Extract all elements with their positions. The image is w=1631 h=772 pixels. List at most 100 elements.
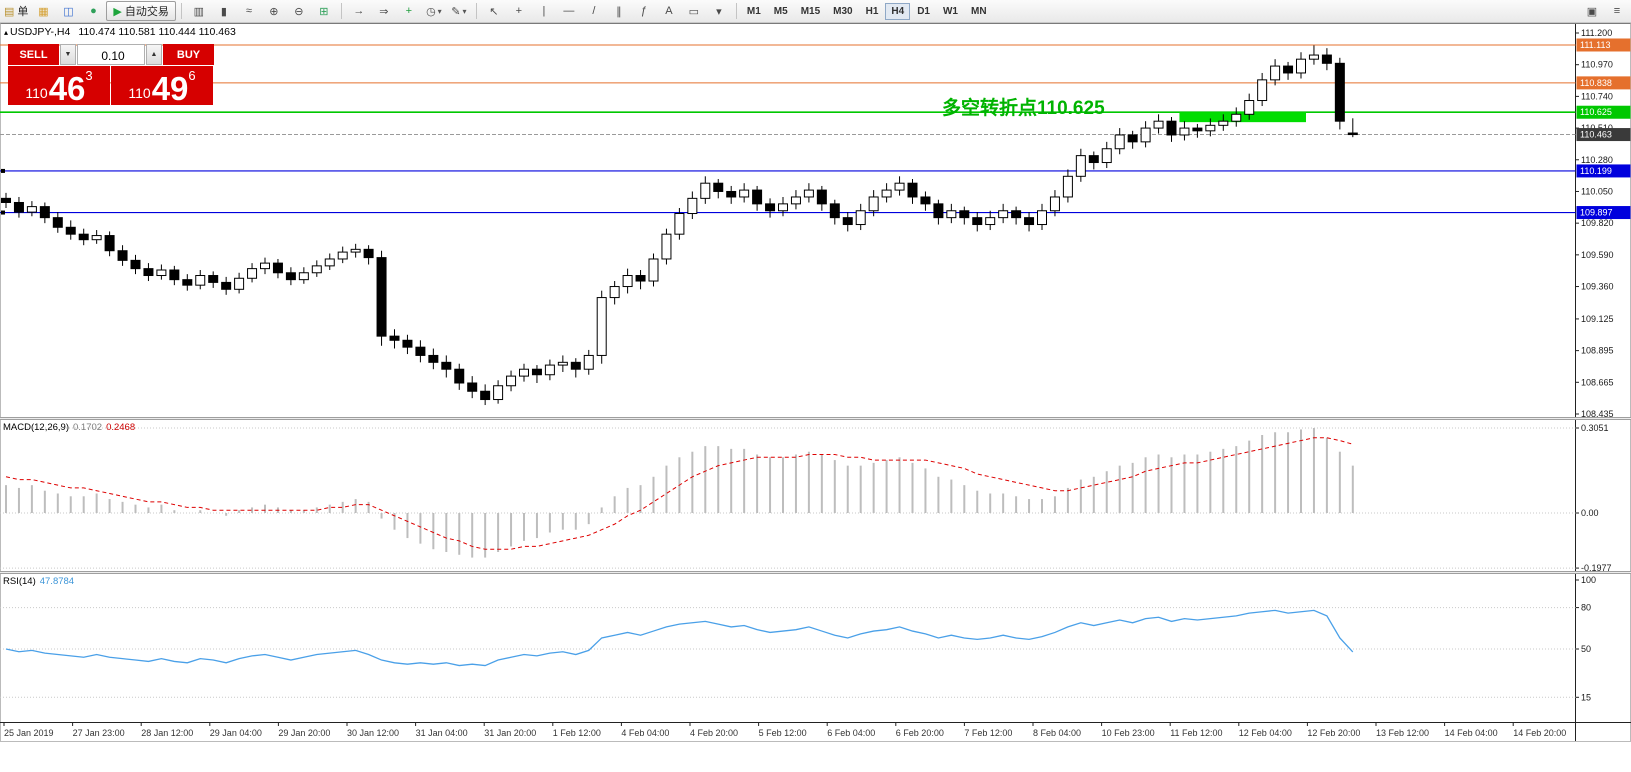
fibonacci-button[interactable]: ƒ [632,2,656,20]
toolbar-right-buttons: ▣ ≡ [1580,2,1629,20]
volume-increase-button[interactable]: ▲ [146,44,162,65]
rsi-line [5,609,1354,667]
text-button[interactable]: A [657,2,681,20]
rsi-indicator [5,609,1354,667]
volume-decrease-button[interactable]: ▼ [60,44,76,65]
svg-text:8 Feb 04:00: 8 Feb 04:00 [1033,728,1081,738]
shapes-icon: ▾ [716,5,722,18]
svg-text:5 Feb 12:00: 5 Feb 12:00 [759,728,807,738]
rsi-pane-label: RSI(14) 47.8784 [3,576,74,587]
new-chart-button[interactable]: ▦ [31,2,55,20]
svg-text:111.200: 111.200 [1581,28,1612,38]
chart-symbol-label: USDJPY-,H4 [10,26,71,38]
svg-text:110.970: 110.970 [1581,60,1613,70]
timeframe-m5-button[interactable]: M5 [773,5,788,17]
timeframe-mn-button[interactable]: MN [970,5,987,17]
auto-scroll-icon: → [353,5,365,17]
svg-text:1 Feb 12:00: 1 Feb 12:00 [553,728,601,738]
svg-text:111.113: 111.113 [1580,40,1611,50]
timeframe-m15-button[interactable]: M15 [800,5,821,17]
level-badge-110.625 [1576,105,1631,119]
bar-chart-button[interactable]: ▥ [187,2,211,20]
svg-text:109.590: 109.590 [1581,250,1614,260]
svg-text:110.463: 110.463 [1580,130,1612,140]
new-order-button[interactable]: ▤ 单 [2,2,30,20]
line-handle[interactable] [1,168,5,173]
profiles-button[interactable]: ◫ [56,2,80,20]
fibonacci-icon: ƒ [640,5,647,17]
price-axis-badges: 111.113 110.838 110.625 110.199 109.897 110.4… [1576,38,1631,220]
toolbar-separator [475,3,477,19]
cursor-icon: ↖ [489,5,499,18]
vertical-line-button[interactable]: | [532,2,556,20]
current-price-badge [1576,128,1631,142]
periods-button[interactable]: ◷ ▾ [422,2,446,20]
timeframe-m1-button[interactable]: M1 [746,5,761,17]
toolbar-separator [735,3,737,19]
chart-title: ▴ USDJPY-,H4 110.474 110.581 110.444 110.4… [4,26,236,38]
horizontal-line-button[interactable]: — [557,2,581,20]
timeframe-m30-button[interactable]: M30 [833,5,853,17]
cursor-button[interactable]: ↖ [482,2,506,20]
label-button[interactable]: ▭ [682,2,706,20]
profiles-icon: ◫ [63,5,74,18]
level-badge-111.113 [1576,38,1631,52]
horizontal-level-lines[interactable] [0,44,1576,215]
svg-text:12 Feb 04:00: 12 Feb 04:00 [1239,728,1292,738]
chart-shift-button[interactable]: ⇒ [372,2,396,20]
timeframe-h1-button[interactable]: H1 [865,5,879,17]
macd-pane-label: MACD(12,26,9) 0.1702 0.2468 [3,422,135,433]
svg-text:80: 80 [1581,603,1591,613]
svg-text:50: 50 [1581,644,1591,654]
dock-icon: ▣ [1586,5,1598,18]
auto-scroll-button[interactable]: → [347,2,371,20]
timeframe-d1-button[interactable]: D1 [917,5,930,17]
svg-text:14 Feb 04:00: 14 Feb 04:00 [1445,728,1498,738]
trendline-button[interactable]: / [582,2,606,20]
svg-text:108.895: 108.895 [1581,346,1614,356]
candlestick-chart-icon: ▮ [220,5,227,18]
vertical-line-icon: | [542,5,546,17]
periods-dropdown-icon: ▾ [437,6,442,16]
toolbar-separator [180,3,182,19]
svg-text:0.3051: 0.3051 [1581,423,1609,433]
buy-button[interactable]: BUY [163,44,214,65]
timeframe-h4-button[interactable]: H4 [885,2,911,20]
volume-input[interactable] [78,45,148,66]
channel-button[interactable]: ∥ [607,2,631,20]
line-handle[interactable] [1,210,5,215]
shapes-button[interactable]: ▾ [707,2,731,20]
sell-price-button[interactable]: 110 46 3 [8,66,110,105]
crosshair-button[interactable]: + [507,2,531,20]
zoom-in-button[interactable]: ⊕ [262,2,286,20]
templates-button[interactable]: ✎ ▾ [447,2,471,20]
channel-icon: ∥ [616,5,622,18]
community-button[interactable]: ● [81,2,105,20]
level-badge-110.838 [1576,76,1631,90]
timeframe-w1-button[interactable]: W1 [942,5,958,17]
level-badge-109.897 [1576,206,1631,220]
buy-price-button[interactable]: 110 49 6 [111,66,213,105]
svg-text:0.00: 0.00 [1581,508,1599,518]
highlight-layer[interactable] [1179,112,1306,123]
autotrade-button[interactable]: ▶ 自动交易 [106,1,176,21]
turning-point-annotation[interactable]: 多空转折点110.625 [942,98,1105,119]
bar-chart-icon: ▥ [193,5,205,18]
dock-button[interactable]: ▣ [1580,2,1604,20]
svg-text:12 Feb 20:00: 12 Feb 20:00 [1307,728,1360,738]
sell-button[interactable]: SELL [8,44,59,65]
chart-marker-icon: ▴ [4,28,9,37]
candlestick-chart-button[interactable]: ▮ [212,2,236,20]
candlestick-series [1,45,1358,406]
highlight-rectangle[interactable] [1179,112,1306,123]
indicators-button[interactable]: + [397,2,421,20]
line-chart-button[interactable]: ≈ [237,2,261,20]
macd-signal-line [5,437,1353,550]
time-axis[interactable]: 25 Jan 2019 27 Jan 23:00 28 Jan 12:00 29 Ja… [3,722,1566,739]
menu-button[interactable]: ≡ [1605,2,1629,20]
chart-ohlc-values: 110.474 110.581 110.444 110.463 [78,26,236,38]
tile-windows-button[interactable]: ⊞ [312,2,336,20]
price-axis[interactable]: 111.200110.970110.740110.510110.280110.0… [1576,28,1614,702]
zoom-out-button[interactable]: ⊖ [287,2,311,20]
